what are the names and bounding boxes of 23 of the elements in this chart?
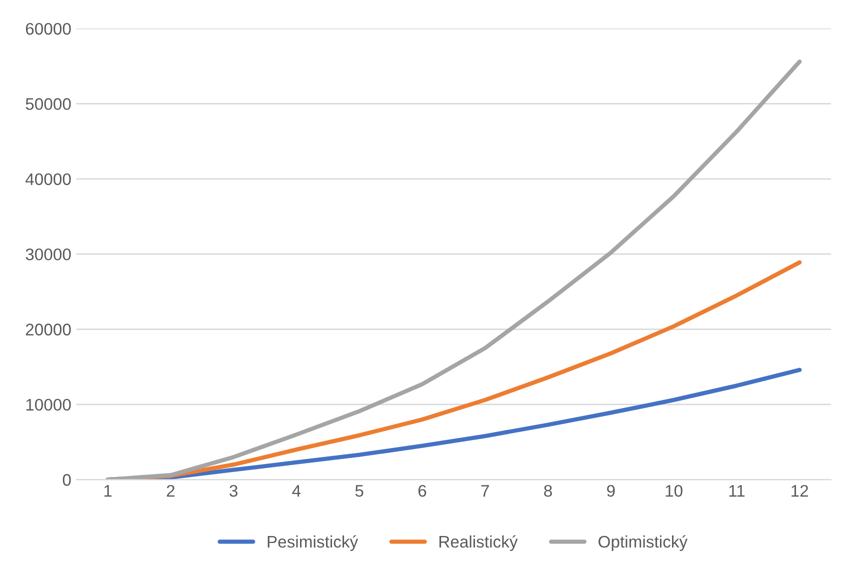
y-tick-label: 30000	[26, 248, 71, 260]
legend-label: Pesimistický	[268, 535, 358, 551]
legend-label: Optimistický	[598, 535, 688, 551]
legend-label: Realistický	[439, 535, 518, 551]
x-tick-label: 4	[292, 485, 301, 497]
y-tick-label: 40000	[26, 173, 71, 186]
line-series	[106, 60, 802, 480]
y-tick-label: 10000	[26, 398, 71, 411]
x-tick-label: 3	[230, 484, 238, 497]
x-tick-label: 8	[544, 484, 552, 497]
y-tick-label: 20000	[26, 324, 71, 336]
x-tick-label: 10	[666, 484, 682, 497]
x-tick-label: 5	[355, 485, 364, 497]
x-tick-label: 11	[729, 485, 745, 497]
x-tick-label: 1	[104, 485, 112, 497]
y-tick-label: 0	[62, 474, 71, 486]
y-tick-label: 60000	[26, 22, 71, 35]
x-tick-label: 6	[418, 484, 426, 497]
x-tick-label: 12	[792, 484, 808, 497]
x-tick-label: 9	[607, 484, 615, 497]
x-tick-label: 7	[481, 485, 489, 497]
y-tick-label: 50000	[26, 98, 71, 110]
x-tick-label: 2	[166, 484, 174, 497]
